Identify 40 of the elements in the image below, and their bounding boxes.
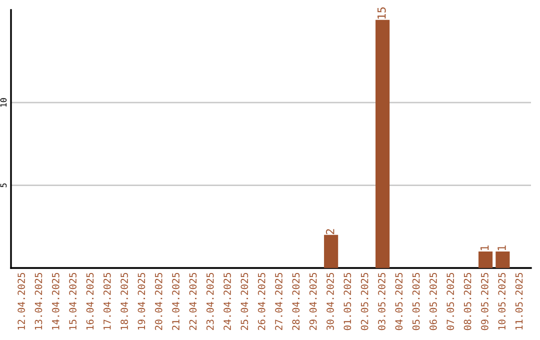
data-label: 1 [498, 246, 506, 250]
bar [376, 20, 390, 268]
x-tick-label: 23.04.2025 [206, 272, 214, 330]
x-tick-label: 05.05.2025 [412, 272, 420, 330]
x-tick-label: 11.05.2025 [515, 272, 523, 330]
x-tick-label: 02.05.2025 [360, 272, 368, 330]
y-tick-label: 5 [0, 183, 7, 188]
y-tick-label: 10 [0, 98, 7, 107]
x-tick-label: 20.04.2025 [154, 272, 162, 330]
x-tick-label: 19.04.2025 [138, 272, 146, 330]
x-tick-label: 17.04.2025 [103, 272, 111, 330]
bar [324, 234, 338, 268]
data-label: 2 [326, 229, 334, 234]
x-tick-label: 15.04.2025 [69, 272, 76, 330]
x-tick-label: 27.04.2025 [275, 272, 282, 330]
x-tick-label: 01.05.2025 [344, 272, 352, 330]
x-tick-label: 22.04.2025 [189, 272, 197, 330]
x-tick-label: 16.04.2025 [86, 272, 94, 330]
x-tick-label: 10.05.2025 [498, 272, 506, 330]
x-tick-label: 28.04.2025 [292, 272, 300, 330]
x-tick-label: 03.05.2025 [378, 272, 386, 330]
x-tick-label: 13.04.2025 [34, 272, 42, 330]
x-tick-label: 18.04.2025 [120, 272, 128, 330]
x-tick-label: 08.05.2025 [464, 272, 472, 330]
bar [478, 251, 493, 268]
x-tick-label: 26.04.2025 [258, 272, 266, 330]
x-tick-label: 09.05.2025 [481, 272, 488, 330]
x-tick-label: 30.04.2025 [326, 272, 334, 330]
x-tick-label: 21.04.2025 [172, 272, 180, 330]
data-label: 15 [378, 7, 386, 19]
x-tick-label: 07.05.2025 [446, 272, 454, 330]
x-tick-label: 29.04.2025 [309, 272, 317, 330]
x-tick-label: 14.04.2025 [52, 272, 60, 330]
x-tick-label: 04.05.2025 [395, 272, 403, 330]
x-tick-label: 06.05.2025 [430, 272, 437, 330]
data-label: 1 [480, 246, 489, 250]
x-tick-label: 25.04.2025 [240, 272, 248, 330]
bar [496, 251, 510, 268]
x-tick-label: 12.04.2025 [18, 272, 25, 330]
x-tick-label: 24.04.2025 [224, 272, 231, 330]
